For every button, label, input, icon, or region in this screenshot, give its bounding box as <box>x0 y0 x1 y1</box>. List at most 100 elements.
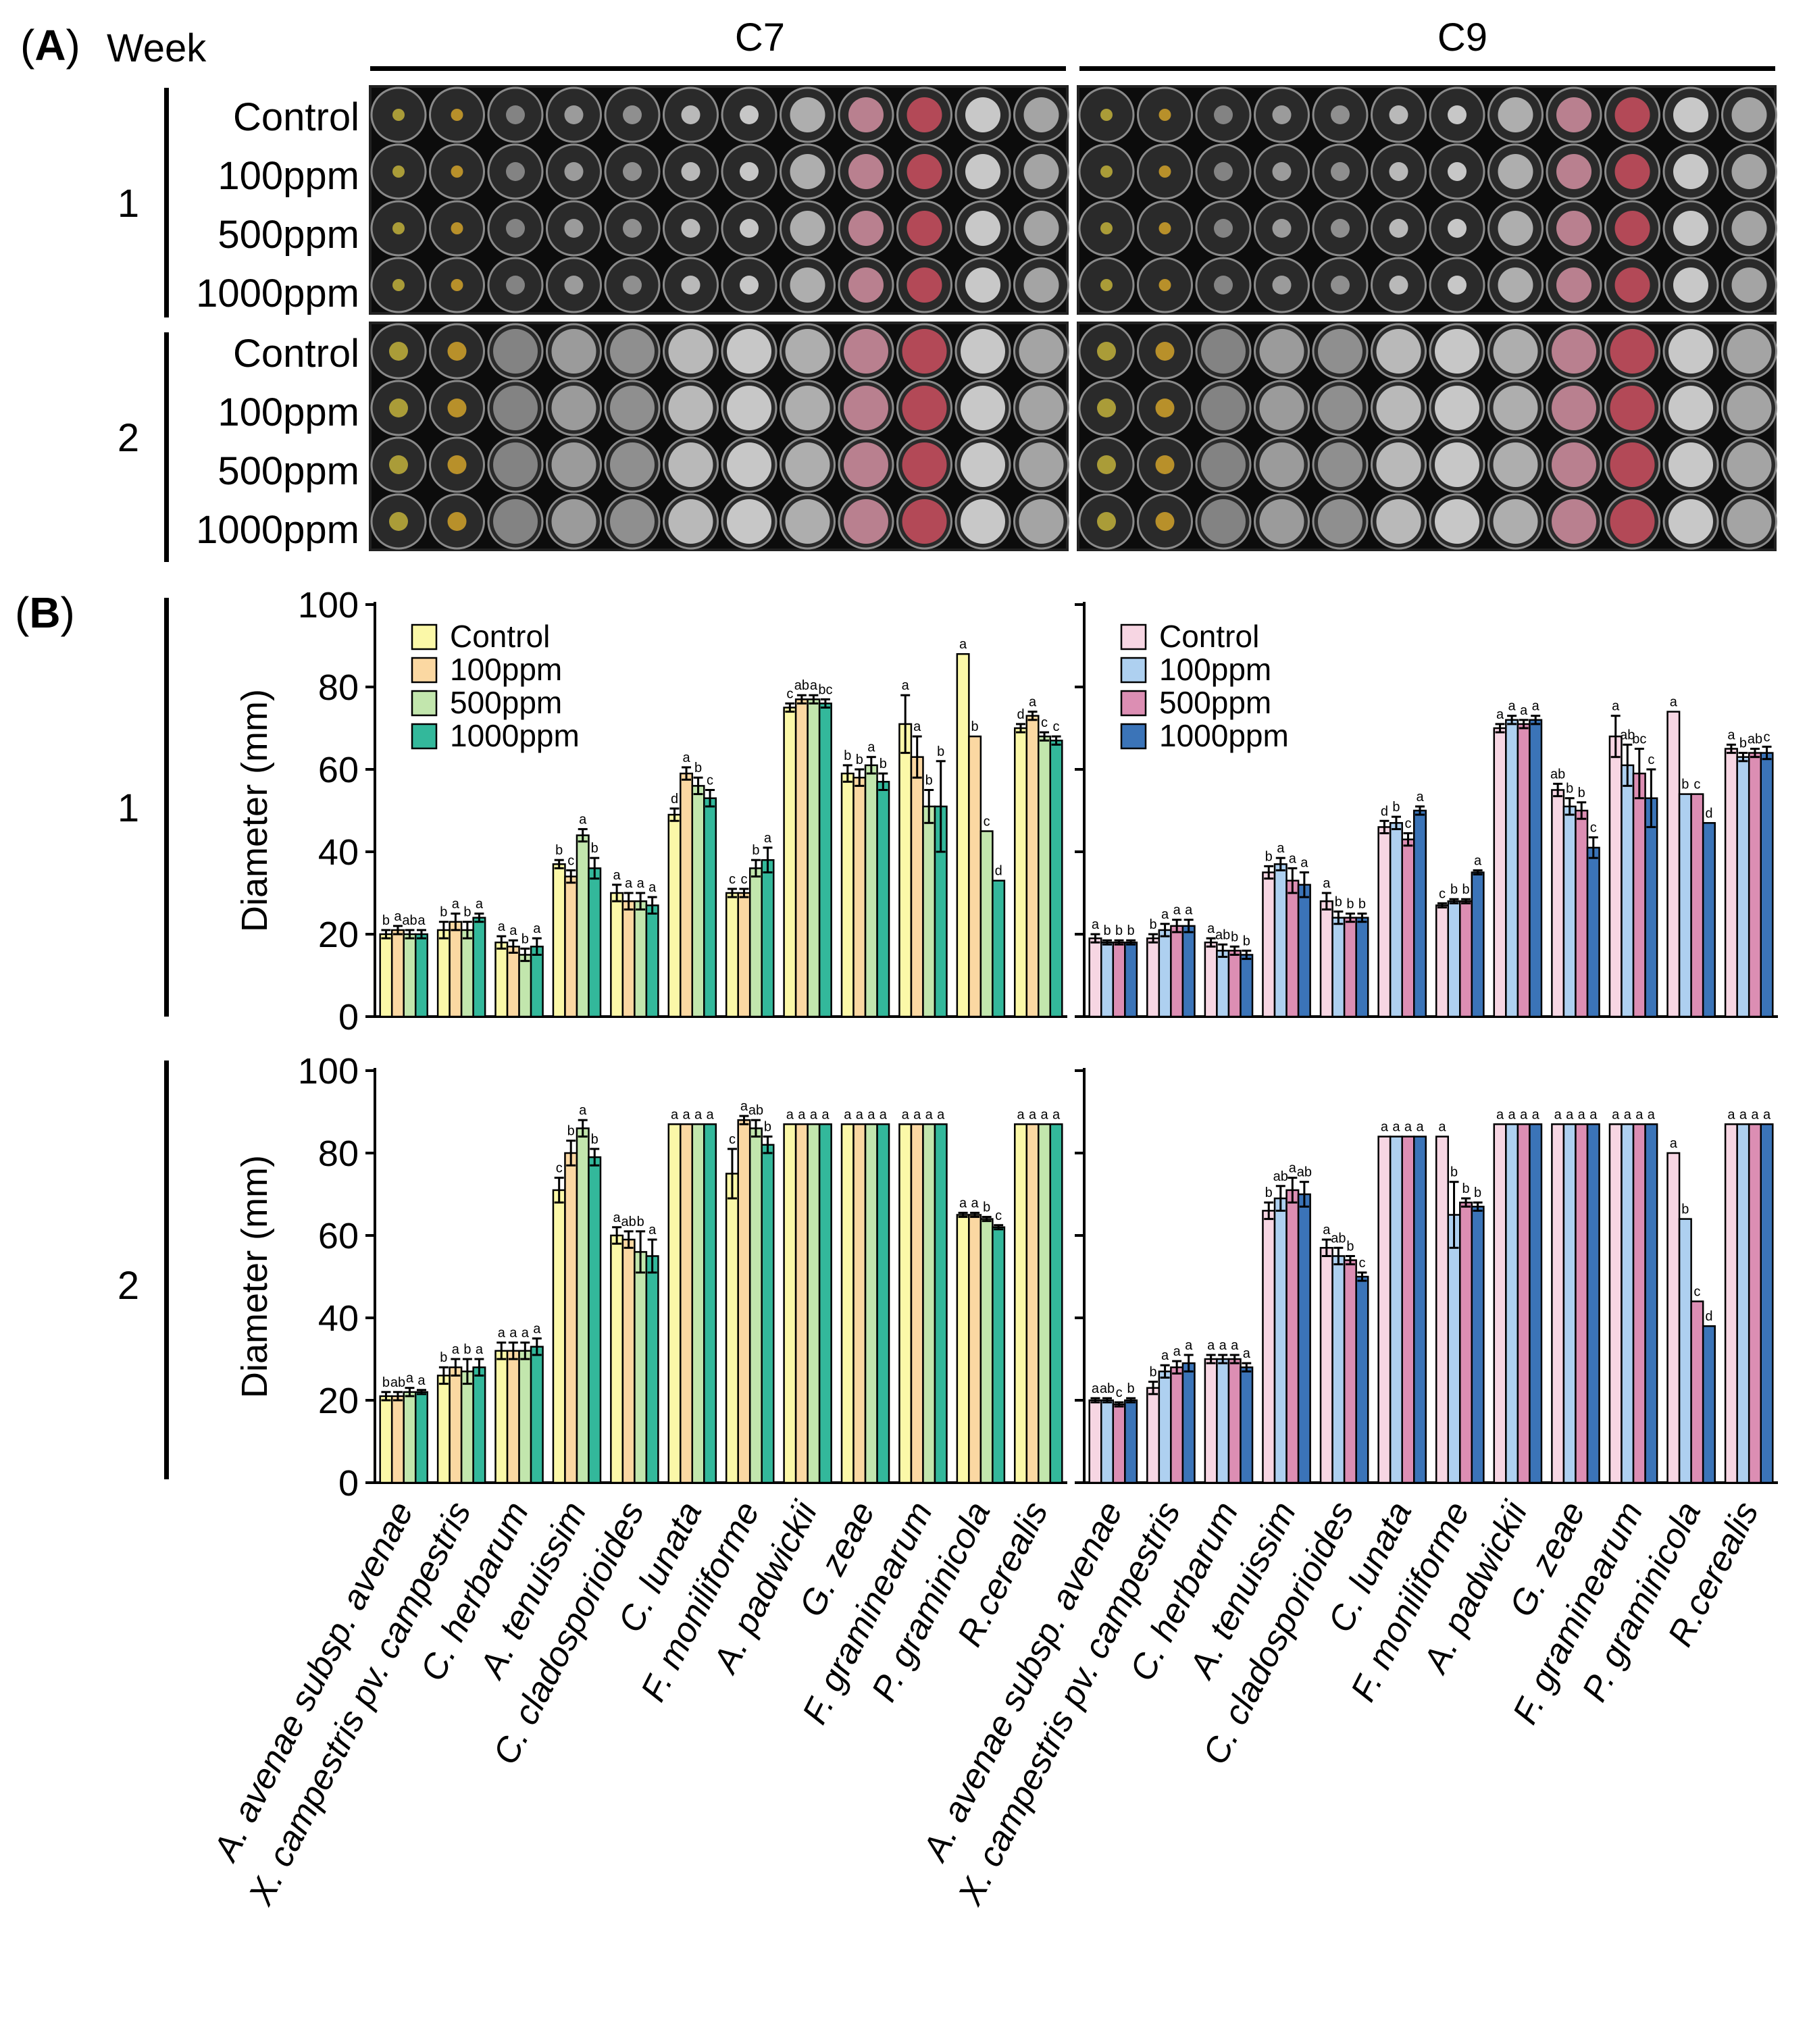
significance-letter: a <box>1438 1120 1446 1135</box>
bar <box>1471 1206 1485 1484</box>
significance-letter: b <box>937 744 944 759</box>
bar <box>783 707 797 1018</box>
colony-c9-week2-r1-c5 <box>1376 386 1421 430</box>
significance-letter: a <box>1161 907 1169 922</box>
significance-letter: c <box>1053 719 1060 734</box>
bar <box>552 1189 566 1484</box>
significance-letter: a <box>798 1107 806 1122</box>
bar <box>634 1251 648 1484</box>
colony-c7-week2-r0-c10 <box>961 329 1005 374</box>
significance-letter: ab <box>621 1215 636 1229</box>
bar <box>1736 1123 1750 1484</box>
bar <box>818 702 832 1018</box>
colony-c9-week2-r0-c11 <box>1727 329 1772 374</box>
significance-letter: a <box>1392 1120 1400 1135</box>
colony-c7-week2-r2-c7 <box>785 442 830 487</box>
significance-letter: b <box>1103 923 1111 938</box>
legend-label: 100ppm <box>1159 652 1271 687</box>
bar <box>910 1123 924 1484</box>
significance-letter: a <box>1474 853 1482 868</box>
bar <box>1621 1123 1635 1484</box>
significance-letter: c <box>1439 886 1446 901</box>
significance-letter: a <box>913 1107 921 1122</box>
significance-letter: a <box>1520 1107 1528 1122</box>
colony-c9-week1-r3-c9 <box>1614 267 1650 303</box>
colony-c7-week2-r3-c3 <box>551 499 596 544</box>
bar <box>968 735 982 1018</box>
colony-c9-week1-r1-c10 <box>1673 154 1708 189</box>
week-title: Week <box>107 26 207 70</box>
bar <box>472 1366 486 1484</box>
significance-letter: ab <box>402 913 417 928</box>
colony-c7-week1-r0-c2 <box>506 105 525 124</box>
significance-letter: c <box>1116 1385 1123 1400</box>
bar <box>494 941 509 1018</box>
significance-letter: a <box>925 1107 934 1122</box>
significance-letter: c <box>984 815 990 829</box>
colony-c7-week1-r1-c6 <box>740 162 759 181</box>
colony-c9-week1-r3-c7 <box>1498 267 1533 303</box>
bar <box>703 797 717 1018</box>
significance-letter: a <box>971 1196 979 1210</box>
week-number-2: 2 <box>117 416 140 460</box>
significance-letter: a <box>394 909 402 924</box>
bar <box>621 900 636 1018</box>
bar <box>1644 797 1658 1018</box>
colony-c9-week1-r3-c2 <box>1214 276 1233 295</box>
significance-letter: b <box>1450 1165 1458 1180</box>
colony-c9-week1-r0-c10 <box>1673 97 1708 132</box>
colony-c7-week2-r0-c2 <box>493 329 538 374</box>
bar <box>1562 1123 1577 1484</box>
bar <box>956 653 970 1018</box>
significance-letter: a <box>648 880 657 895</box>
significance-letter: b <box>983 1200 990 1215</box>
colony-c9-week2-r2-c0 <box>1097 455 1116 474</box>
bar <box>610 1234 624 1484</box>
significance-letter: ab <box>1331 1231 1346 1246</box>
colony-c9-week2-r0-c7 <box>1493 329 1538 374</box>
b-week-number-1: 1 <box>117 786 140 830</box>
colony-c9-week1-r3-c4 <box>1331 276 1350 295</box>
significance-letter: a <box>1323 1223 1331 1237</box>
y-tick-label: 80 <box>318 667 359 708</box>
colony-c9-week2-r3-c5 <box>1376 499 1421 544</box>
bar <box>1014 1123 1028 1484</box>
significance-letter: b <box>1346 897 1354 912</box>
bar <box>645 904 659 1018</box>
significance-letter: a <box>1554 1107 1562 1122</box>
colony-c7-week1-r0-c4 <box>623 105 642 124</box>
colony-c9-week1-r3-c10 <box>1673 267 1708 303</box>
bar <box>910 756 924 1018</box>
significance-letter: a <box>498 1326 506 1341</box>
colony-c7-week2-r2-c11 <box>1019 442 1064 487</box>
bar <box>645 1255 659 1484</box>
colony-c9-week2-r2-c8 <box>1552 442 1596 487</box>
colony-c9-week2-r3-c9 <box>1610 499 1655 544</box>
colony-c9-week1-r0-c1 <box>1158 109 1171 121</box>
bar <box>1760 752 1774 1018</box>
group-title-c9: C9 <box>1437 16 1488 59</box>
bar <box>1632 772 1646 1018</box>
colony-c7-week1-r1-c0 <box>392 165 405 178</box>
bar <box>1644 1123 1658 1484</box>
colony-c9-week1-r2-c1 <box>1158 222 1171 234</box>
bar <box>506 946 520 1018</box>
bar <box>1551 789 1565 1018</box>
significance-letter: a <box>1624 1107 1632 1122</box>
colony-c9-week1-r0-c3 <box>1272 105 1292 124</box>
colony-c7-week2-r1-c1 <box>447 399 467 417</box>
bar <box>403 1391 417 1484</box>
bar <box>1586 846 1600 1018</box>
plate-grid-c7-week1 <box>369 85 1069 315</box>
colony-c7-week2-r1-c10 <box>961 386 1005 430</box>
significance-letter: b <box>591 1132 598 1147</box>
significance-letter: a <box>694 1107 703 1122</box>
significance-letter: b <box>1149 1365 1156 1380</box>
colony-c7-week1-r2-c9 <box>907 211 942 246</box>
bar <box>794 1123 809 1484</box>
legend-label: 500ppm <box>1159 685 1271 720</box>
significance-letter: b <box>1474 1185 1481 1200</box>
colony-c9-week2-r1-c6 <box>1435 386 1479 430</box>
significance-letter: c <box>1693 777 1700 792</box>
colony-c9-week2-r1-c4 <box>1318 386 1362 430</box>
